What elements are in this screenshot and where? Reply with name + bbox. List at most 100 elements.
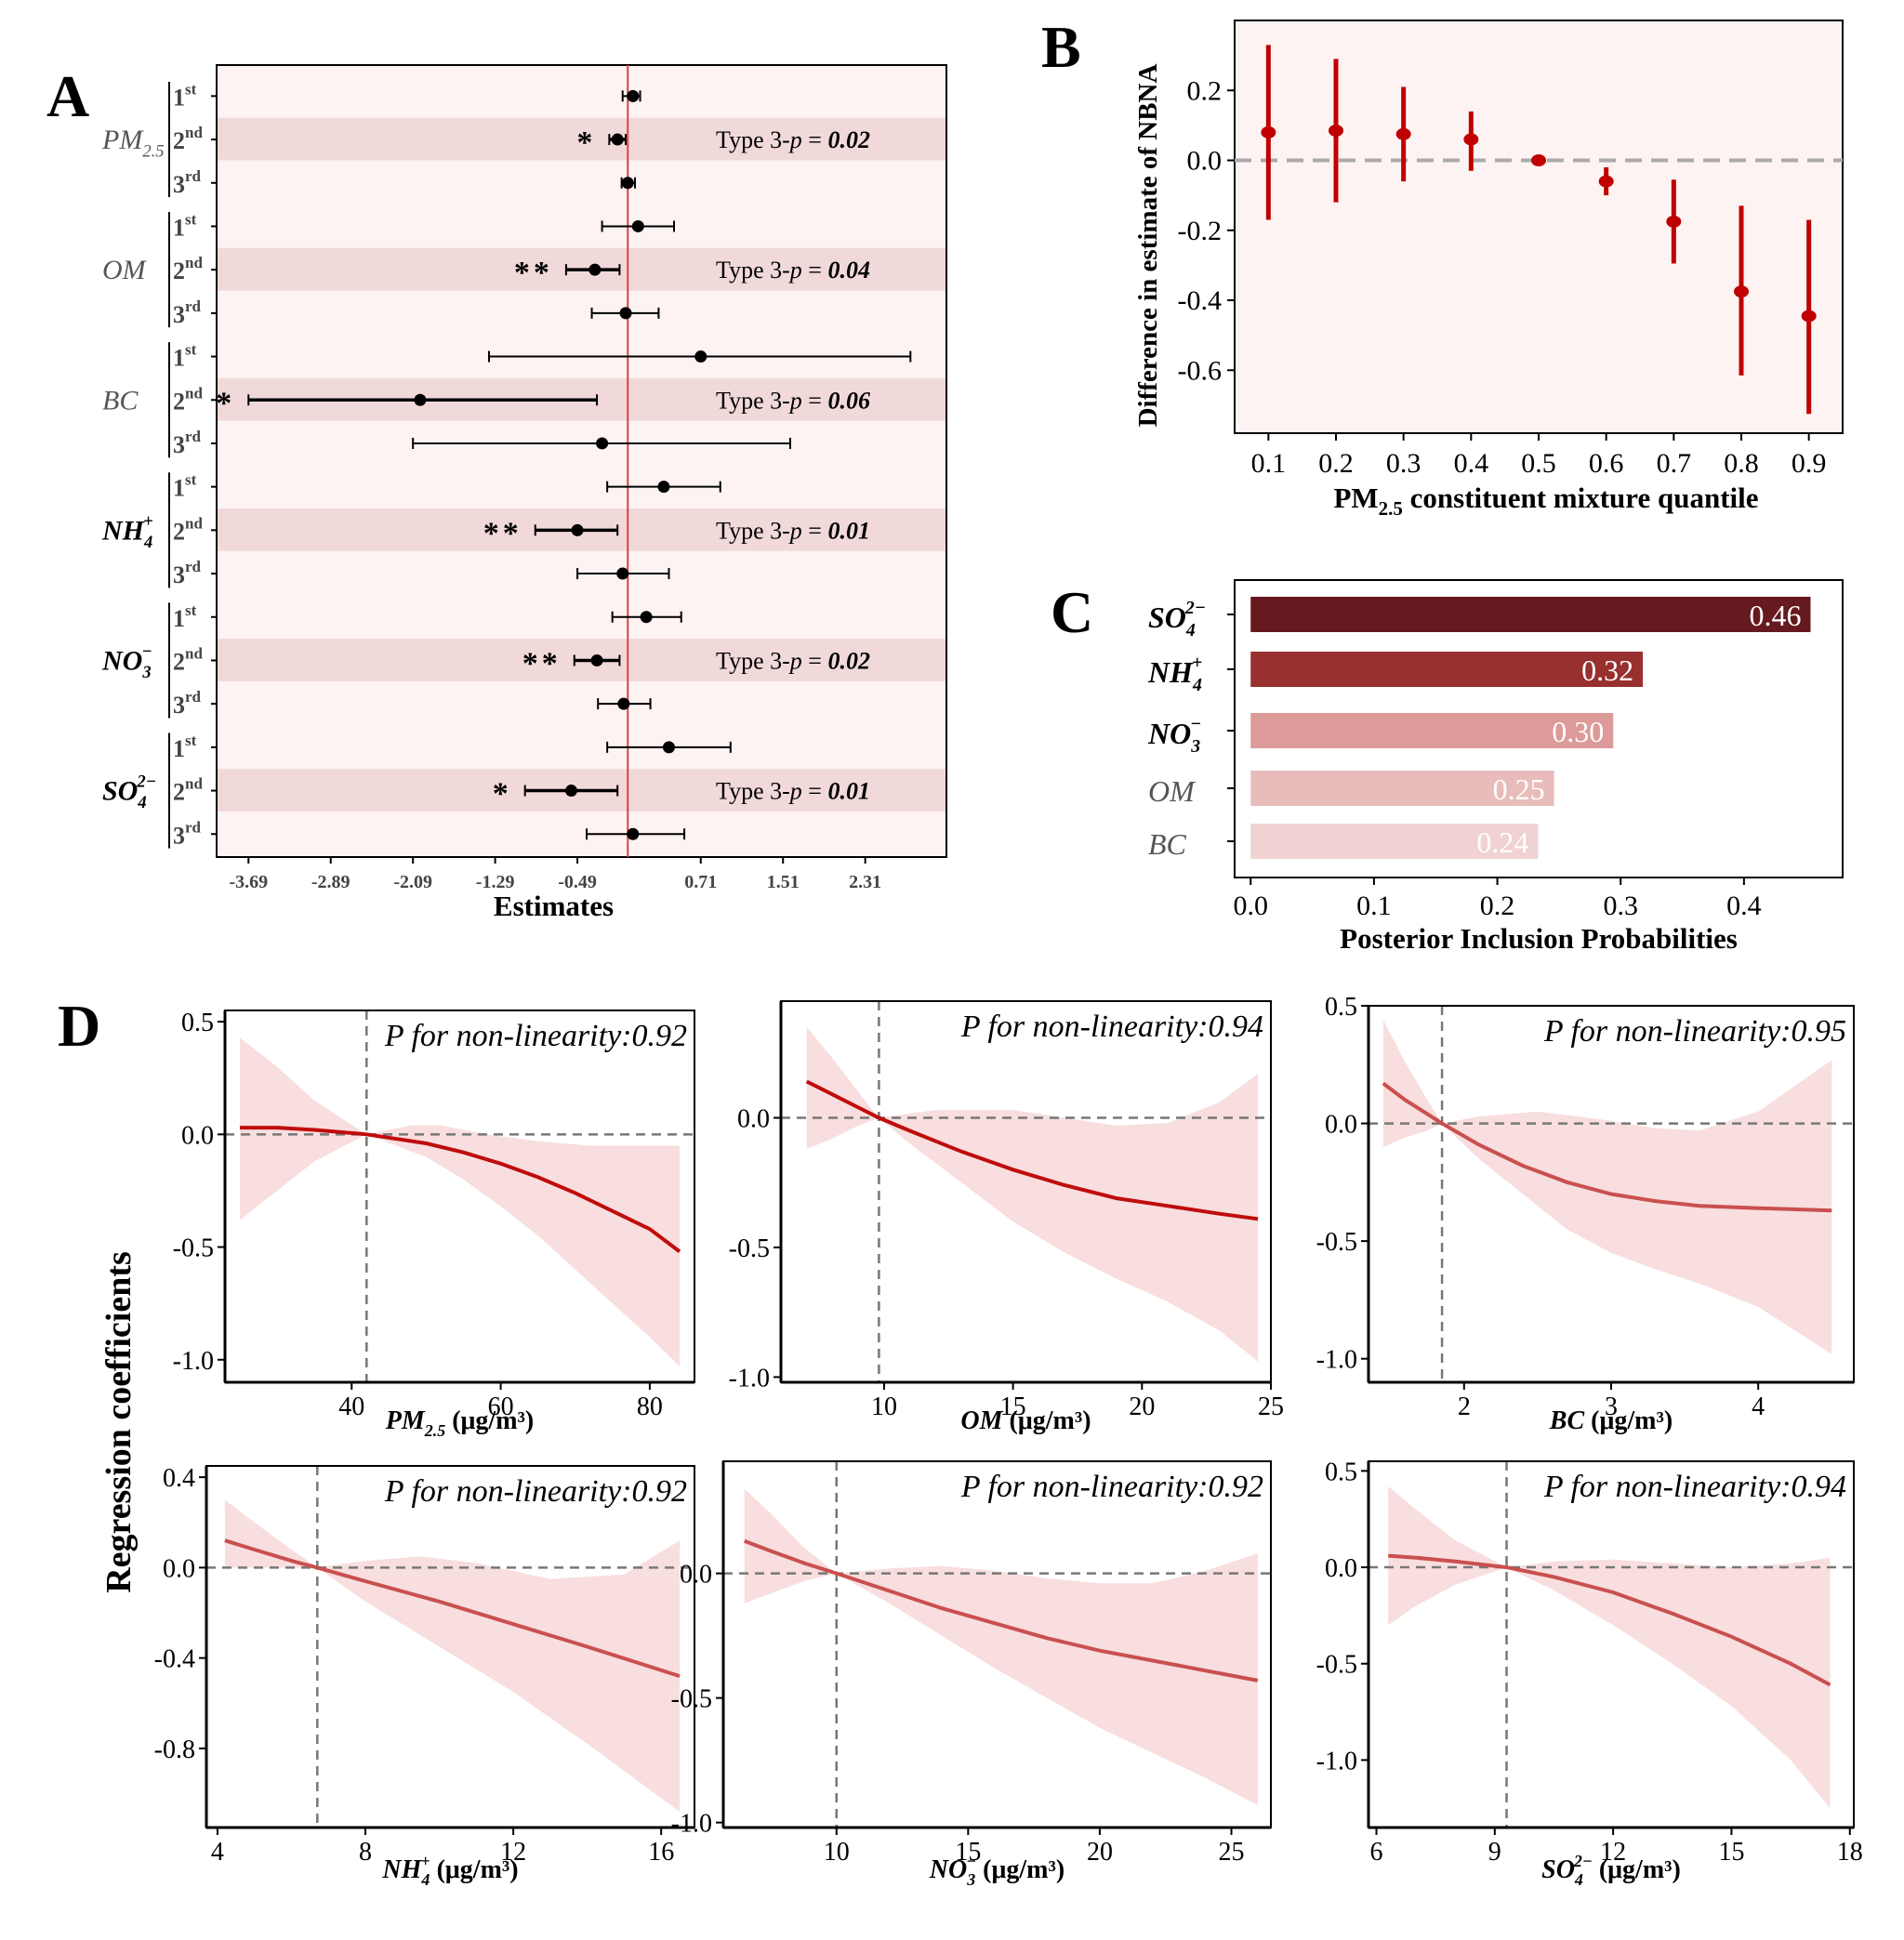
panel-d-y-tick-label: 0.0	[1325, 1111, 1357, 1140]
panel-a-group-label-sub: 3	[141, 663, 151, 682]
panel-a-group-label-text: BC	[102, 385, 139, 416]
panel-a-quantile-base: 1	[173, 735, 185, 762]
panel-d-confidence-band	[806, 1026, 1259, 1362]
panel-d-y-tick-label: 0.0	[680, 1561, 712, 1590]
panel-b-y-tick-label: -0.4	[1178, 285, 1223, 316]
panel-a-estimate-point	[627, 827, 640, 840]
panel-d-y-tick-label: 0.0	[1325, 1554, 1357, 1583]
panel-b-x-tick-label: 0.6	[1589, 448, 1624, 479]
panel-d-x-axis-label: NH4+ (μg/m³)	[381, 1852, 518, 1889]
panel-d-x-tick-label: 9	[1488, 1838, 1501, 1867]
panel-a-type3-label: Type 3-p = 0.01	[716, 517, 870, 544]
panel-a-group-label-sup: +	[143, 511, 153, 531]
panel-a-x-tick-label: -0.49	[558, 872, 597, 892]
panel-c-category-label: BC	[1148, 827, 1187, 861]
panel-a-quantile-label: 2nd	[173, 124, 203, 154]
panel-d-y-axis-label: Regression coefficients	[99, 1251, 139, 1593]
panel-d-x-axis-label-unit: (μg/m³)	[1593, 1855, 1681, 1884]
panel-a-estimate-point	[662, 741, 675, 754]
panel-a-group-label-text: OM	[102, 255, 148, 285]
panel-d-y-tick-label: -1.0	[1316, 1747, 1357, 1775]
panel-a-quantile-label: 3rd	[173, 297, 202, 328]
panel-a-quantile-base: 1	[173, 475, 185, 502]
panel-a-estimate-point	[621, 177, 634, 190]
panel-a-quantile-sup: rd	[185, 428, 202, 445]
panel-d-annotation-p: P	[960, 1470, 980, 1504]
panel-a-quantile-sup: nd	[185, 254, 203, 271]
panel-d-annotation-value: 0.92	[632, 1019, 688, 1053]
panel-a-quantile-base: 2	[173, 127, 185, 154]
panel-a-quantile-label: 1st	[173, 601, 197, 632]
panel-c-category-label-text: NO3−	[1147, 714, 1201, 757]
panel-d-annotation-value: 0.94	[1209, 1010, 1264, 1044]
panel-letter-b: B	[1041, 14, 1081, 80]
panel-c-bar	[1250, 824, 1539, 859]
panel-a-type3-p: p	[788, 126, 802, 153]
panel-b-x-axis-label: PM2.5 constituent mixture quantile	[1333, 482, 1758, 520]
panel-d-x-axis-label-sub: 4	[420, 1870, 430, 1889]
panel-d-annotation-p: P	[960, 1010, 980, 1044]
panel-a-estimate-point	[571, 523, 584, 536]
panel-a-quantile-base: 2	[173, 388, 185, 415]
panel-a-estimate-point	[611, 133, 624, 146]
panel-d-nonlinearity-annotation: P for non-linearity:0.94	[960, 1010, 1263, 1044]
panel-d-annotation-text: for non-linearity:	[1563, 1470, 1792, 1504]
panel-d-annotation-text: for non-linearity:	[980, 1470, 1209, 1504]
panel-a-type3-value: 0.02	[827, 647, 870, 674]
panel-c-category-label: SO42−	[1148, 598, 1206, 640]
panel-c-category-label-text: BC	[1148, 827, 1187, 861]
panel-d-confidence-band	[744, 1488, 1258, 1805]
panel-a-quantile-base: 2	[173, 779, 185, 806]
panel-d-x-axis-label: BC (μg/m³)	[1549, 1406, 1673, 1435]
panel-d-nonlinearity-annotation: P for non-linearity:0.94	[1543, 1470, 1846, 1504]
panel-a-group-label-sup: 2−	[136, 772, 156, 791]
panel-a-estimate-point	[694, 350, 707, 363]
panel-a-significance-stars: *	[216, 386, 235, 420]
panel-a-quantile-sup: rd	[185, 818, 202, 836]
panel-a-group-label-sub: 4	[143, 533, 152, 552]
panel-d-y-tick-label: -1.0	[671, 1810, 712, 1839]
panel-c-category-label-text: OM	[1148, 774, 1197, 808]
panel-d-x-tick-label: 15	[1718, 1838, 1744, 1867]
panel-a-type3-eq: =	[802, 257, 828, 284]
panel-a-quantile-base: 2	[173, 518, 185, 545]
panel-c-category-label: OM	[1148, 774, 1197, 808]
panel-a-estimate-point	[414, 393, 427, 406]
panel-a-quantile-base: 1	[173, 605, 185, 632]
panel-c-category-label-sub: 4	[1185, 620, 1196, 640]
panel-a-type3-p: p	[788, 778, 802, 805]
panel-b-x-tick-label: 0.1	[1251, 448, 1287, 479]
panel-a-type3-eq: =	[802, 517, 828, 544]
panel-d-confidence-band	[224, 1499, 681, 1812]
panel-d-x-tick-label: 20	[1129, 1392, 1155, 1421]
panel-a-type3-p: p	[788, 387, 802, 414]
panel-d-y-tick-label: -1.0	[729, 1364, 770, 1392]
panel-a-quantile-base: 3	[173, 171, 185, 198]
panel-d-x-axis-label-sup: −	[966, 1852, 976, 1870]
panel-d-subplot: 0.5 0.0 -0.5 -1.0 2 3 4 P for non-linearity:0.9…	[1316, 993, 1855, 1435]
panel-a-quantile-sup: rd	[185, 558, 202, 575]
panel-a-quantile-label: 3rd	[173, 428, 202, 458]
panel-a-type3-eq: =	[802, 387, 828, 414]
panel-a-type3-label: Type 3-p = 0.01	[716, 778, 870, 805]
panel-a-estimate-point	[596, 437, 609, 450]
panel-d-x-axis-label-unit: (μg/m³)	[976, 1855, 1064, 1884]
panel-d-subplot: 0.0 -0.5 -1.0 10 15 20 25 P for non-linearity:0…	[729, 1000, 1284, 1435]
panel-d-x-axis-label-unit: (μg/m³)	[430, 1855, 519, 1884]
panel-c-category-label-sub: 4	[1192, 675, 1202, 695]
panel-a-type3-prefix: Type 3-	[716, 647, 790, 674]
panel-c-bar	[1250, 652, 1644, 687]
panel-a-quantile-sup: nd	[185, 775, 203, 793]
panel-b-point	[1598, 175, 1614, 188]
panel-d-y-tick-label: 0.0	[737, 1105, 770, 1134]
panel-b-quantile-plot: 0.2 0.0 -0.2 -0.4 -0.6 0.1 0.2 0.3 0.4 0.5 0.6 0.7 0…	[1133, 20, 1844, 520]
panel-d-y-tick-label: -0.5	[729, 1234, 770, 1263]
panel-d-x-axis-label-sup: +	[420, 1852, 430, 1870]
panel-d-y-tick-label: -0.5	[671, 1685, 712, 1714]
panel-d-x-axis-label-base: OM	[960, 1406, 1003, 1435]
panel-d-nonlinearity-annotation: P for non-linearity:0.92	[384, 1474, 687, 1509]
panel-d-annotation-p: P	[1543, 1014, 1563, 1049]
panel-a-type3-prefix: Type 3-	[716, 778, 790, 805]
panel-c-category-label-base: NO	[1147, 717, 1191, 750]
